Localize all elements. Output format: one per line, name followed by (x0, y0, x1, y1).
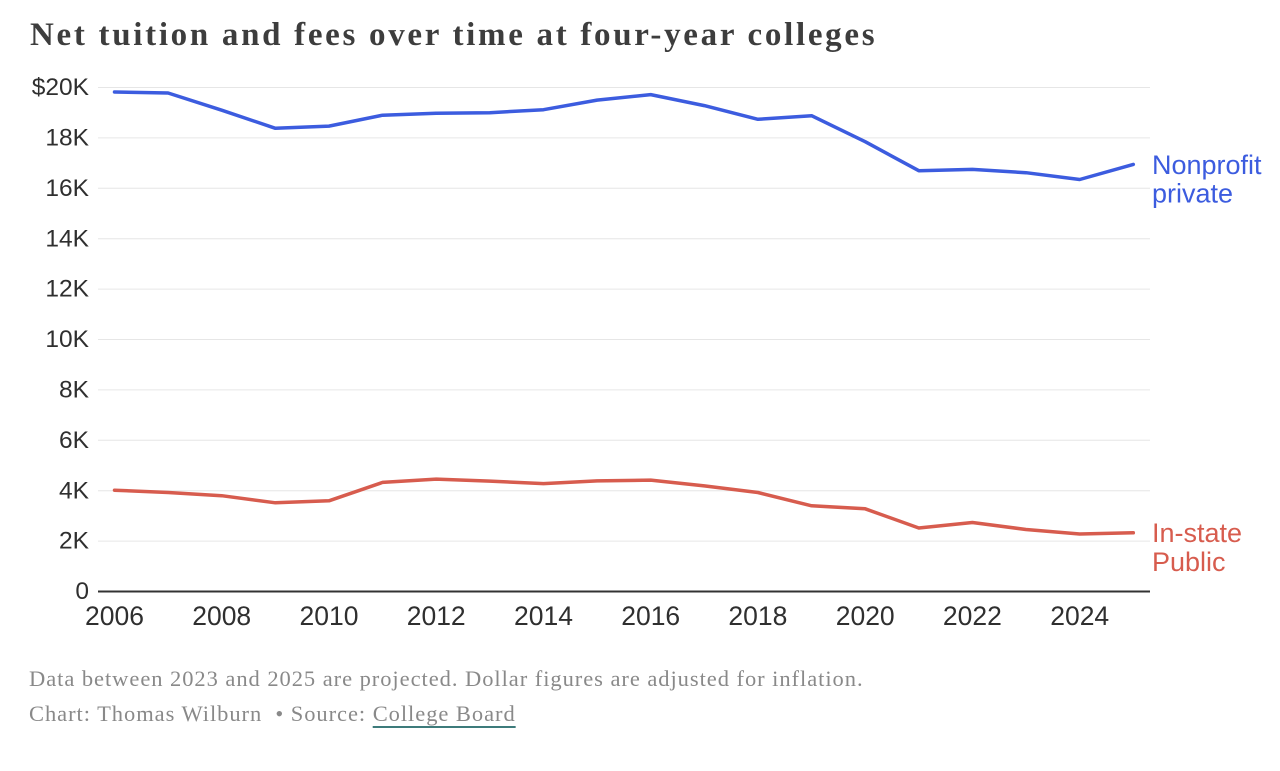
svg-text:2022: 2022 (943, 601, 1002, 631)
svg-text:12K: 12K (45, 276, 89, 303)
svg-text:4K: 4K (59, 477, 90, 504)
svg-text:10K: 10K (45, 326, 89, 353)
svg-text:$20K: $20K (32, 74, 90, 101)
svg-text:In-state: In-state (1152, 518, 1242, 548)
svg-text:private: private (1152, 178, 1233, 208)
svg-text:2014: 2014 (514, 601, 573, 631)
svg-text:2012: 2012 (407, 601, 466, 631)
svg-text:16K: 16K (45, 175, 89, 202)
svg-text:2006: 2006 (85, 601, 144, 631)
svg-text:2K: 2K (59, 528, 90, 555)
svg-text:18K: 18K (45, 125, 89, 152)
svg-text:2010: 2010 (300, 601, 359, 631)
svg-text:2018: 2018 (728, 601, 787, 631)
svg-text:2024: 2024 (1050, 601, 1109, 631)
svg-text:2016: 2016 (621, 601, 680, 631)
svg-text:2020: 2020 (836, 601, 895, 631)
svg-text:2008: 2008 (192, 601, 251, 631)
svg-text:14K: 14K (45, 225, 89, 252)
svg-text:Public: Public (1152, 547, 1226, 577)
svg-text:8K: 8K (59, 377, 90, 404)
svg-text:0: 0 (75, 578, 89, 605)
svg-text:6K: 6K (59, 427, 90, 454)
svg-text:Nonprofit: Nonprofit (1152, 150, 1262, 180)
